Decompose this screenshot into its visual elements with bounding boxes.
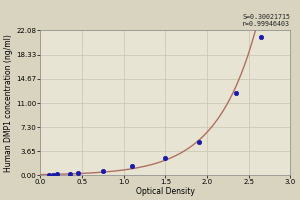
Point [55, 173, 59, 176]
Point [196, 141, 201, 144]
Point [259, 36, 263, 39]
Text: S=0.30021715
r=0.99946403: S=0.30021715 r=0.99946403 [242, 14, 290, 27]
Point [75, 171, 80, 175]
X-axis label: Optical Density: Optical Density [136, 187, 195, 196]
Point [67, 172, 72, 175]
Point [130, 165, 134, 168]
Point [50, 173, 55, 176]
Point [234, 92, 239, 95]
Point [46, 173, 51, 176]
Y-axis label: Human DMP1 concentration (ng/ml): Human DMP1 concentration (ng/ml) [4, 34, 13, 172]
Point [100, 169, 105, 173]
Point [163, 157, 168, 160]
